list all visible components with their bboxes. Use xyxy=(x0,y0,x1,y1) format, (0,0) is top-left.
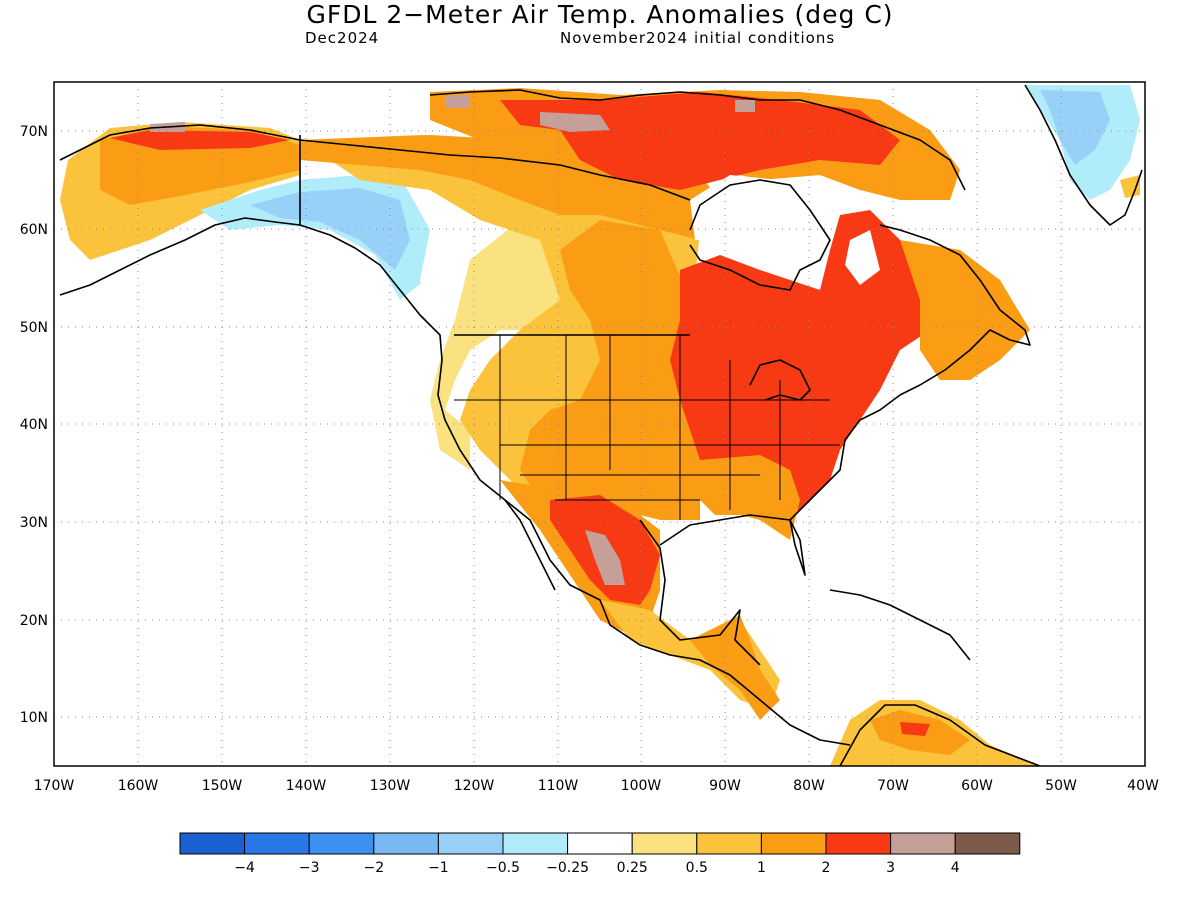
anomaly-region-west xyxy=(430,220,570,470)
legend-label: 0.25 xyxy=(617,860,648,876)
plot-frame xyxy=(53,81,1146,767)
lat-label: 30N xyxy=(20,515,48,531)
anomaly-region-alaska-coast xyxy=(110,130,290,150)
anomaly-region-quebec-white xyxy=(845,230,880,285)
map-title: GFDL 2−Meter Air Temp. Anomalies (deg C) xyxy=(306,0,894,29)
lat-axis: 70N 60N 50N 40N 30N 20N 10N xyxy=(20,124,48,726)
legend-boxes xyxy=(179,832,1021,855)
color-legend: −4 −3 −2 −1 −0.5 −0.25 0.25 0.5 1 2 3 4 xyxy=(179,832,1021,876)
lon-label: 170W xyxy=(34,778,75,794)
legend-swatch xyxy=(696,832,762,855)
lon-label: 140W xyxy=(286,778,327,794)
lon-label: 60W xyxy=(961,778,993,794)
legend-label: 2 xyxy=(822,860,831,876)
lon-label: 40W xyxy=(1127,778,1159,794)
legend-swatch xyxy=(890,832,956,855)
legend-label: −4 xyxy=(234,860,255,876)
lon-label: 80W xyxy=(793,778,825,794)
lon-axis: 170W 160W 150W 140W 130W 120W 110W 100W … xyxy=(34,778,1159,794)
legend-swatch xyxy=(308,832,375,855)
anomaly-region-central-america xyxy=(690,615,780,720)
anomaly-region-yukon-colder xyxy=(250,188,410,270)
legend-label: 4 xyxy=(951,860,960,876)
lon-label: 100W xyxy=(621,778,662,794)
legend-label: −3 xyxy=(299,860,320,876)
legend-swatch xyxy=(179,832,246,855)
legend-swatch xyxy=(373,832,439,855)
anomaly-region-arctic-peak-3 xyxy=(735,100,755,112)
legend-labels: −4 −3 −2 −1 −0.5 −0.25 0.25 0.5 1 2 3 4 xyxy=(234,860,959,876)
political-boundaries xyxy=(454,335,840,520)
lon-label: 90W xyxy=(709,778,741,794)
lon-label: 130W xyxy=(370,778,411,794)
lon-label: 70W xyxy=(877,778,909,794)
legend-label: −0.25 xyxy=(546,860,589,876)
lat-label: 50N xyxy=(20,320,48,336)
legend-swatch xyxy=(825,832,892,855)
lon-label: 120W xyxy=(454,778,495,794)
init-conditions: November2024 initial conditions xyxy=(560,29,836,47)
anomaly-region-arctic-peak-1 xyxy=(445,95,470,108)
legend-swatch xyxy=(954,832,1021,855)
legend-swatch xyxy=(631,832,698,855)
anomaly-region-greenland-east xyxy=(1120,175,1140,198)
lat-label: 10N xyxy=(20,710,48,726)
coastlines xyxy=(59,84,1143,766)
legend-swatch xyxy=(502,832,569,855)
legend-swatch xyxy=(244,832,310,855)
legend-label: −2 xyxy=(363,860,384,876)
anomaly-region-east-red xyxy=(670,210,930,520)
legend-label: 0.5 xyxy=(686,860,708,876)
valid-month: Dec2024 xyxy=(305,29,380,47)
anomaly-region-quebec xyxy=(900,240,1030,380)
legend-label: 1 xyxy=(757,860,766,876)
anomaly-region-greenland-cold xyxy=(1040,90,1110,165)
legend-swatch xyxy=(437,832,504,855)
anomaly-region-south-america-red xyxy=(900,722,930,736)
lat-label: 70N xyxy=(20,124,48,140)
lon-label: 110W xyxy=(538,778,579,794)
lat-label: 20N xyxy=(20,613,48,629)
lat-label: 60N xyxy=(20,222,48,238)
anomaly-region-mexico-peak xyxy=(585,530,625,585)
legend-swatch xyxy=(760,832,827,855)
anomaly-region-se-us xyxy=(700,455,800,540)
lon-label: 160W xyxy=(118,778,159,794)
legend-label: 3 xyxy=(886,860,895,876)
legend-label: −0.5 xyxy=(486,860,520,876)
legend-label: −1 xyxy=(428,860,449,876)
lon-label: 150W xyxy=(202,778,243,794)
legend-swatch xyxy=(567,832,633,855)
lat-label: 40N xyxy=(20,417,48,433)
lon-label: 50W xyxy=(1045,778,1077,794)
